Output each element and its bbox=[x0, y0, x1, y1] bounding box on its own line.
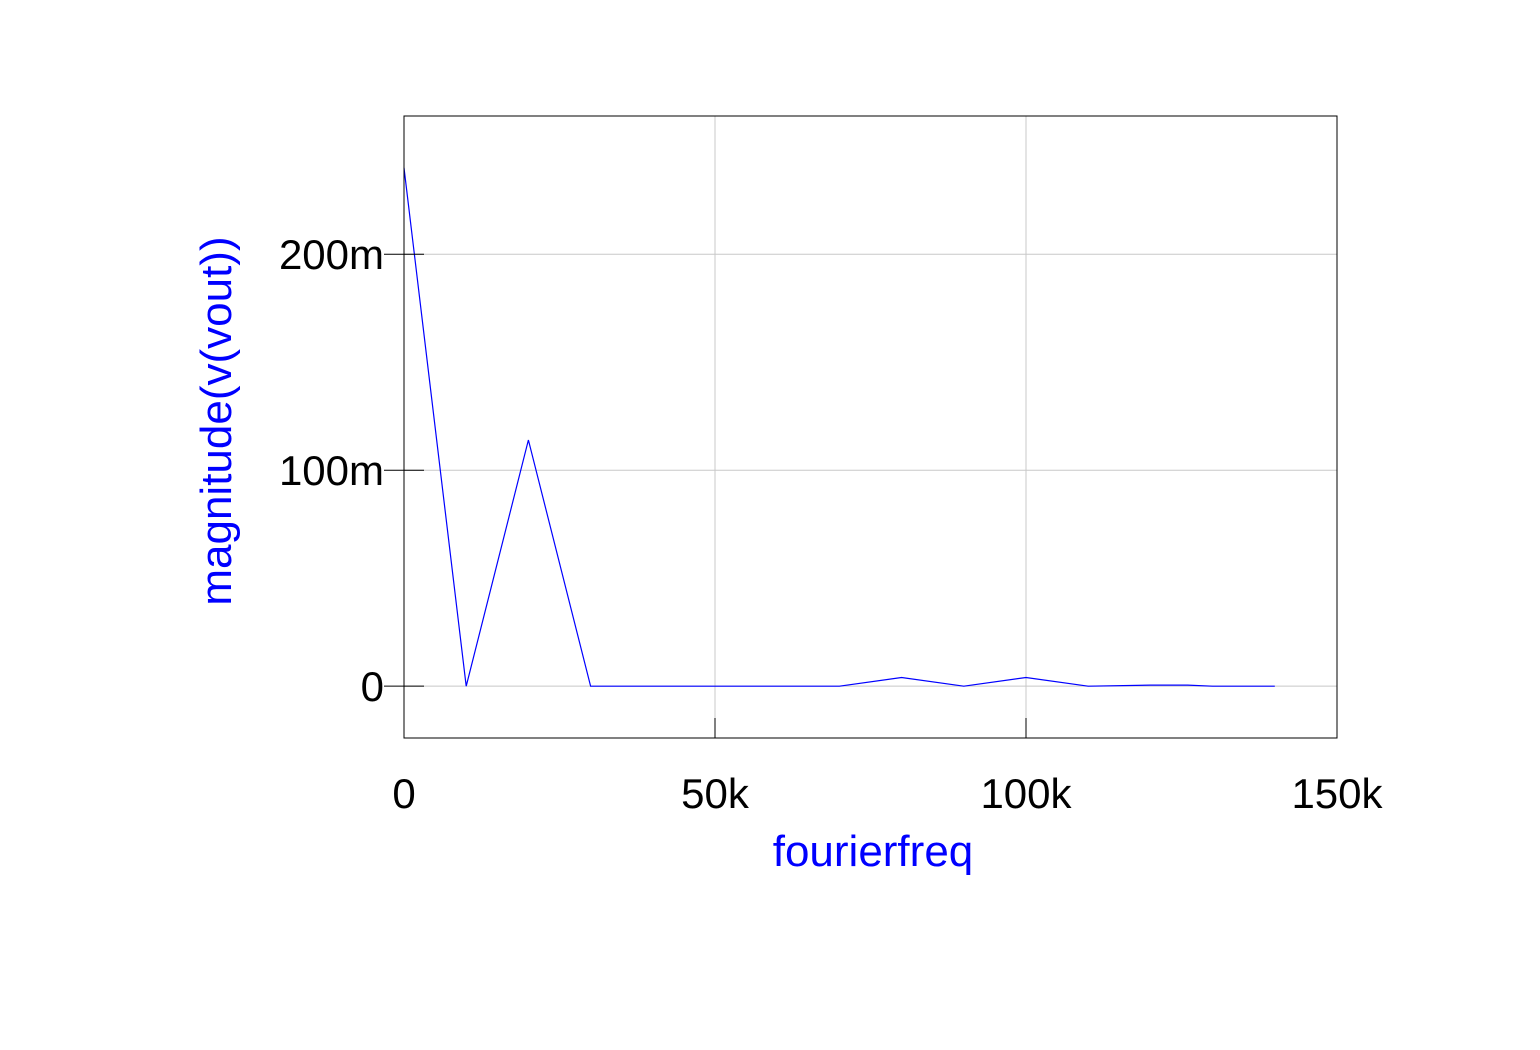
y-tick-label: 100m bbox=[279, 447, 384, 494]
series-line-magnitude bbox=[403, 167, 1275, 687]
x-axis-label: fourierfreq bbox=[773, 827, 974, 876]
y-axis-label: magnitude(v(vout)) bbox=[192, 236, 241, 605]
plot-area-frame bbox=[403, 115, 1338, 739]
x-tick-label: 100k bbox=[980, 770, 1072, 817]
series-layer bbox=[403, 167, 1275, 687]
x-tick-label: 50k bbox=[681, 770, 750, 817]
x-tick-label: 0 bbox=[392, 770, 415, 817]
y-tick-label: 0 bbox=[361, 663, 384, 710]
y-tick-label: 200m bbox=[279, 231, 384, 278]
axis-ticks: 0 50k 100k 150k 0 100m 200m bbox=[279, 231, 1384, 817]
x-tick-label: 150k bbox=[1291, 770, 1383, 817]
grid-lines bbox=[404, 116, 1337, 738]
plot-frame bbox=[403, 115, 1338, 739]
